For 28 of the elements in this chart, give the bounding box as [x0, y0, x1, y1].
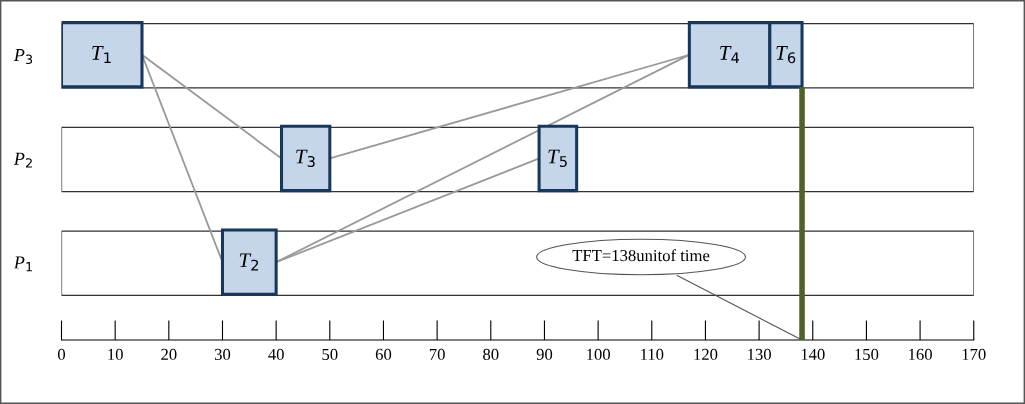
x-tick-label: 120 — [694, 348, 718, 361]
x-tick-label: 140 — [801, 348, 825, 361]
x-tick-label: 50 — [322, 348, 338, 361]
x-tick-label: 90 — [536, 348, 553, 361]
x-tick-label: 20 — [161, 348, 177, 361]
series-label: T$_{2}$ — [239, 253, 259, 271]
ref-line-label: TFT=138unitof time — [572, 249, 710, 262]
y-tick-label: P$_{2}$ — [13, 152, 32, 168]
x-tick-label: 30 — [214, 348, 231, 361]
x-tick-label: 130 — [748, 348, 771, 361]
series-label: T$_{3}$ — [296, 149, 315, 167]
x-tick-label: 40 — [268, 348, 284, 361]
x-tick-label: 170 — [962, 348, 986, 361]
x-tick-label: 0 — [57, 348, 66, 361]
x-tick-label: 110 — [641, 348, 664, 361]
x-tick-label: 60 — [375, 348, 392, 361]
x-tick-label: 150 — [855, 348, 879, 361]
y-tick-label: P$_{3}$ — [13, 49, 33, 65]
x-tick-label: 100 — [587, 348, 610, 361]
series-label: T$_{1}$ — [92, 46, 111, 64]
series-label: T$_{5}$ — [548, 149, 567, 167]
series-label: T$_{4}$ — [720, 46, 739, 64]
x-tick-label: 160 — [909, 348, 932, 361]
series-label: T$_{6}$ — [776, 46, 796, 64]
x-tick-label: 70 — [429, 348, 445, 361]
x-tick-label: 10 — [108, 348, 123, 361]
y-tick-label: P$_{1}$ — [13, 256, 32, 272]
x-tick-label: 80 — [483, 348, 499, 361]
